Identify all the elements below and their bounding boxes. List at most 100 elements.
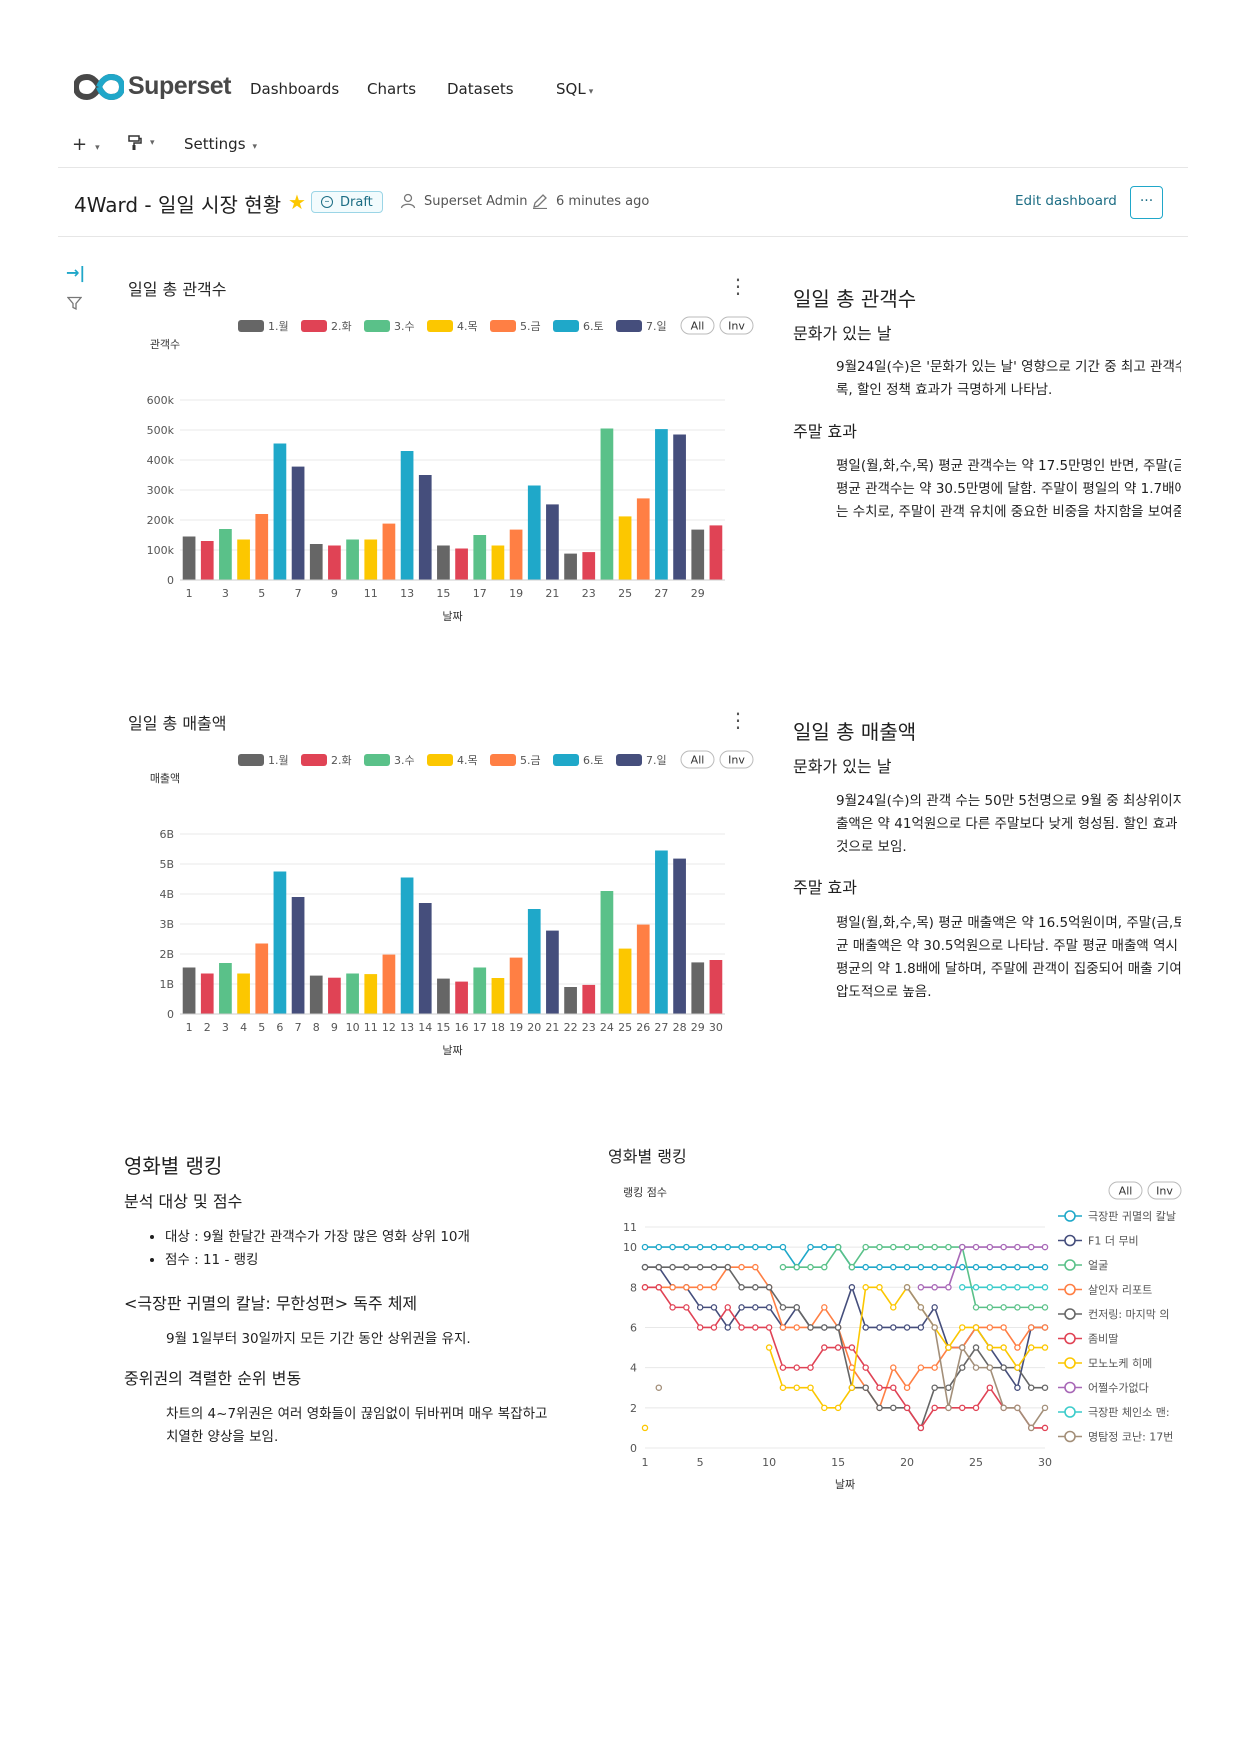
- data-point[interactable]: [972, 1304, 980, 1311]
- legend-item[interactable]: 명탐정 코난: 17번: [1058, 1431, 1173, 1444]
- legend-swatch[interactable]: [616, 320, 642, 332]
- data-point[interactable]: [821, 1243, 828, 1251]
- legend-label[interactable]: 5.금: [520, 320, 541, 333]
- bar[interactable]: [655, 429, 668, 580]
- data-point[interactable]: [793, 1263, 800, 1271]
- legend-label[interactable]: 2.화: [331, 320, 352, 333]
- data-point[interactable]: [1041, 1263, 1049, 1271]
- data-point[interactable]: [669, 1243, 676, 1251]
- data-point[interactable]: [862, 1243, 869, 1251]
- data-point[interactable]: [876, 1384, 883, 1391]
- data-point[interactable]: [696, 1324, 704, 1331]
- new-menu[interactable]: + ▾: [72, 134, 100, 155]
- data-point[interactable]: [1000, 1263, 1007, 1271]
- bar[interactable]: [509, 957, 523, 1014]
- data-point[interactable]: [1014, 1404, 1021, 1412]
- data-point[interactable]: [1027, 1384, 1035, 1391]
- data-point[interactable]: [972, 1243, 980, 1251]
- data-point[interactable]: [890, 1324, 897, 1331]
- data-point[interactable]: [1000, 1364, 1007, 1371]
- bar[interactable]: [382, 954, 396, 1014]
- bar[interactable]: [600, 891, 614, 1014]
- bar[interactable]: [418, 475, 432, 580]
- nav-dashboards[interactable]: Dashboards: [250, 80, 340, 98]
- legend-item[interactable]: 얼굴: [1058, 1258, 1108, 1272]
- bar[interactable]: [309, 544, 323, 580]
- data-point[interactable]: [655, 1243, 663, 1251]
- bar[interactable]: [691, 529, 705, 580]
- bar[interactable]: [219, 529, 232, 580]
- data-point[interactable]: [945, 1243, 952, 1251]
- data-point[interactable]: [834, 1243, 842, 1251]
- nav-charts[interactable]: Charts: [367, 80, 417, 98]
- bar[interactable]: [255, 943, 269, 1015]
- data-point[interactable]: [821, 1324, 828, 1331]
- data-point[interactable]: [876, 1284, 883, 1291]
- legend-label[interactable]: 1.월: [268, 754, 289, 767]
- data-point[interactable]: [655, 1284, 663, 1291]
- data-point[interactable]: [1041, 1324, 1049, 1331]
- data-point[interactable]: [862, 1384, 869, 1391]
- legend-label[interactable]: 2.화: [331, 754, 352, 767]
- bar[interactable]: [418, 903, 432, 1014]
- nav-datasets[interactable]: Datasets: [447, 80, 514, 98]
- data-point[interactable]: [958, 1284, 966, 1291]
- bar[interactable]: [636, 924, 650, 1014]
- legend-swatch[interactable]: [364, 754, 390, 766]
- data-point[interactable]: [1000, 1324, 1007, 1331]
- data-point[interactable]: [1041, 1304, 1049, 1311]
- data-point[interactable]: [1014, 1284, 1021, 1291]
- data-point[interactable]: [890, 1304, 897, 1311]
- data-point[interactable]: [710, 1263, 718, 1271]
- bar[interactable]: [546, 930, 559, 1014]
- data-point[interactable]: [876, 1263, 883, 1271]
- data-point[interactable]: [807, 1263, 814, 1271]
- legend-swatch[interactable]: [427, 320, 453, 332]
- chart-menu-icon[interactable]: ⋮: [728, 274, 748, 298]
- bar[interactable]: [255, 514, 269, 580]
- bar[interactable]: [200, 973, 214, 1015]
- bar[interactable]: [437, 978, 450, 1014]
- data-point[interactable]: [1014, 1243, 1021, 1251]
- data-point[interactable]: [986, 1243, 994, 1251]
- data-point[interactable]: [641, 1263, 649, 1271]
- data-point[interactable]: [945, 1404, 952, 1412]
- data-point[interactable]: [903, 1243, 911, 1251]
- data-point[interactable]: [793, 1304, 800, 1311]
- data-point[interactable]: [1000, 1344, 1007, 1351]
- bar[interactable]: [636, 498, 650, 580]
- data-point[interactable]: [917, 1263, 925, 1271]
- legend-swatch[interactable]: [553, 754, 579, 766]
- series-line[interactable]: [641, 1243, 1049, 1271]
- data-point[interactable]: [683, 1304, 690, 1311]
- bar[interactable]: [182, 967, 196, 1015]
- data-point[interactable]: [931, 1263, 938, 1271]
- data-point[interactable]: [945, 1384, 952, 1391]
- data-point[interactable]: [848, 1384, 856, 1391]
- data-point[interactable]: [958, 1324, 966, 1331]
- data-point[interactable]: [779, 1304, 787, 1311]
- data-point[interactable]: [862, 1263, 869, 1271]
- bar[interactable]: [182, 536, 196, 581]
- legend-label[interactable]: 6.토: [583, 320, 604, 333]
- data-point[interactable]: [807, 1243, 814, 1251]
- legend-label[interactable]: 7.일: [646, 753, 667, 767]
- data-point[interactable]: [903, 1384, 911, 1391]
- data-point[interactable]: [696, 1263, 704, 1271]
- bar[interactable]: [709, 960, 723, 1014]
- data-point[interactable]: [1000, 1243, 1007, 1251]
- data-point[interactable]: [669, 1284, 676, 1291]
- data-point[interactable]: [738, 1263, 745, 1271]
- data-point[interactable]: [655, 1263, 663, 1271]
- bar[interactable]: [437, 545, 450, 581]
- data-point[interactable]: [738, 1324, 745, 1331]
- data-point[interactable]: [1000, 1304, 1007, 1311]
- nav-sql[interactable]: SQL ▾: [556, 80, 593, 98]
- bar[interactable]: [328, 977, 341, 1014]
- legend-all-button[interactable]: All: [1108, 1181, 1143, 1200]
- bar[interactable]: [291, 897, 305, 1014]
- legend-item[interactable]: 극장판 귀멸의 칼날: [1058, 1210, 1176, 1223]
- legend-swatch[interactable]: [553, 320, 579, 332]
- bar[interactable]: [491, 978, 505, 1014]
- data-point[interactable]: [724, 1324, 732, 1331]
